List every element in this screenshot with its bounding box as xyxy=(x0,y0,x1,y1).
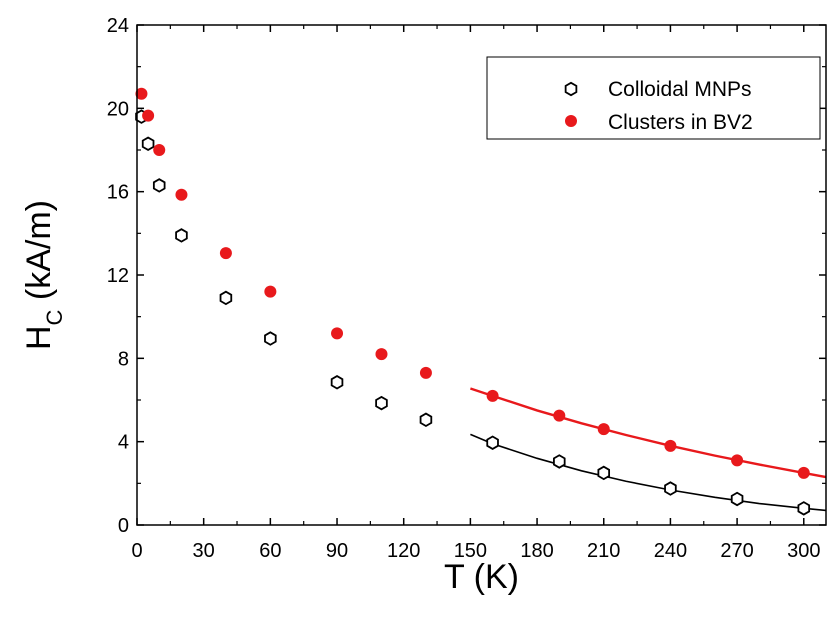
legend-label-colloidal-mnps: Colloidal MNPs xyxy=(608,78,752,101)
data-point-clusters-in-bv2 xyxy=(219,247,232,260)
legend: Colloidal MNPs Clusters in BV2 xyxy=(486,56,821,140)
y-tick-label: 4 xyxy=(118,432,129,454)
data-point-colloidal-mnps xyxy=(419,412,433,428)
data-point-clusters-in-bv2 xyxy=(142,109,155,122)
data-point-clusters-in-bv2 xyxy=(731,454,744,467)
data-point-colloidal-mnps xyxy=(141,136,155,151)
y-axis-title: HC (kA/m) xyxy=(20,200,67,350)
legend-marker-colloidal-mnps xyxy=(564,81,578,97)
x-tick-label: 120 xyxy=(387,540,420,562)
x-tick-label: 60 xyxy=(259,540,281,562)
x-tick-label: 90 xyxy=(326,540,348,562)
x-axis-title: T (K) xyxy=(444,558,519,596)
x-tick-label: 210 xyxy=(587,540,620,562)
data-point-clusters-in-bv2 xyxy=(375,348,388,361)
data-point-clusters-in-bv2 xyxy=(553,409,566,422)
y-tick-label: 16 xyxy=(107,182,129,204)
fit-line-colloidal-mnps xyxy=(470,433,827,512)
fit-lines xyxy=(470,387,827,512)
y-axis-title-subscript: C xyxy=(42,309,67,325)
data-point-clusters-in-bv2 xyxy=(419,366,432,379)
data-point-colloidal-mnps xyxy=(486,435,499,450)
x-tick-label: 270 xyxy=(720,540,753,562)
data-point-colloidal-mnps xyxy=(797,501,811,516)
y-axis-title-unit: (kA/m) xyxy=(20,200,58,310)
legend-box xyxy=(486,56,821,140)
x-tick-label: 300 xyxy=(787,540,820,562)
x-tick-label: 0 xyxy=(131,540,142,562)
y-axis-title-main: H xyxy=(20,325,58,350)
data-point-colloidal-mnps xyxy=(175,228,188,243)
data-point-clusters-in-bv2 xyxy=(797,466,810,479)
data-point-clusters-in-bv2 xyxy=(664,439,677,452)
x-tick-label: 180 xyxy=(520,540,553,562)
data-point-colloidal-mnps xyxy=(664,481,677,496)
y-tick-label: 20 xyxy=(107,98,129,120)
axis-tick-labels: 0 30 60 90 120 150 180 210 240 270 300 0 4 8 12 16 20 24 xyxy=(107,15,821,562)
y-tick-label: 12 xyxy=(107,265,129,287)
data-point-colloidal-mnps xyxy=(152,178,166,193)
data-point-clusters-in-bv2 xyxy=(331,327,344,340)
x-tick-label: 30 xyxy=(193,540,215,562)
data-points xyxy=(135,87,811,516)
axis-ticks xyxy=(136,24,826,526)
y-tick-label: 0 xyxy=(118,515,129,537)
data-point-clusters-in-bv2 xyxy=(597,423,610,436)
data-point-clusters-in-bv2 xyxy=(264,285,277,298)
data-point-colloidal-mnps xyxy=(730,491,744,507)
data-point-colloidal-mnps xyxy=(553,454,566,469)
y-tick-label: 24 xyxy=(107,15,129,37)
data-point-clusters-in-bv2 xyxy=(153,144,166,156)
data-point-clusters-in-bv2 xyxy=(135,87,148,100)
data-point-colloidal-mnps xyxy=(375,395,388,411)
fit-line-clusters-in-bv2 xyxy=(470,387,827,479)
data-point-colloidal-mnps xyxy=(264,331,277,346)
y-tick-label: 8 xyxy=(118,348,129,370)
data-point-colloidal-mnps xyxy=(597,465,611,481)
legend-marker-clusters-in-bv2 xyxy=(565,115,577,127)
data-point-colloidal-mnps xyxy=(219,290,233,306)
x-tick-label: 150 xyxy=(454,540,487,562)
data-point-colloidal-mnps xyxy=(330,375,344,390)
legend-label-clusters-in-bv2: Clusters in BV2 xyxy=(608,111,753,134)
data-point-clusters-in-bv2 xyxy=(175,188,188,201)
x-tick-label: 240 xyxy=(654,540,687,562)
data-point-clusters-in-bv2 xyxy=(486,389,499,402)
